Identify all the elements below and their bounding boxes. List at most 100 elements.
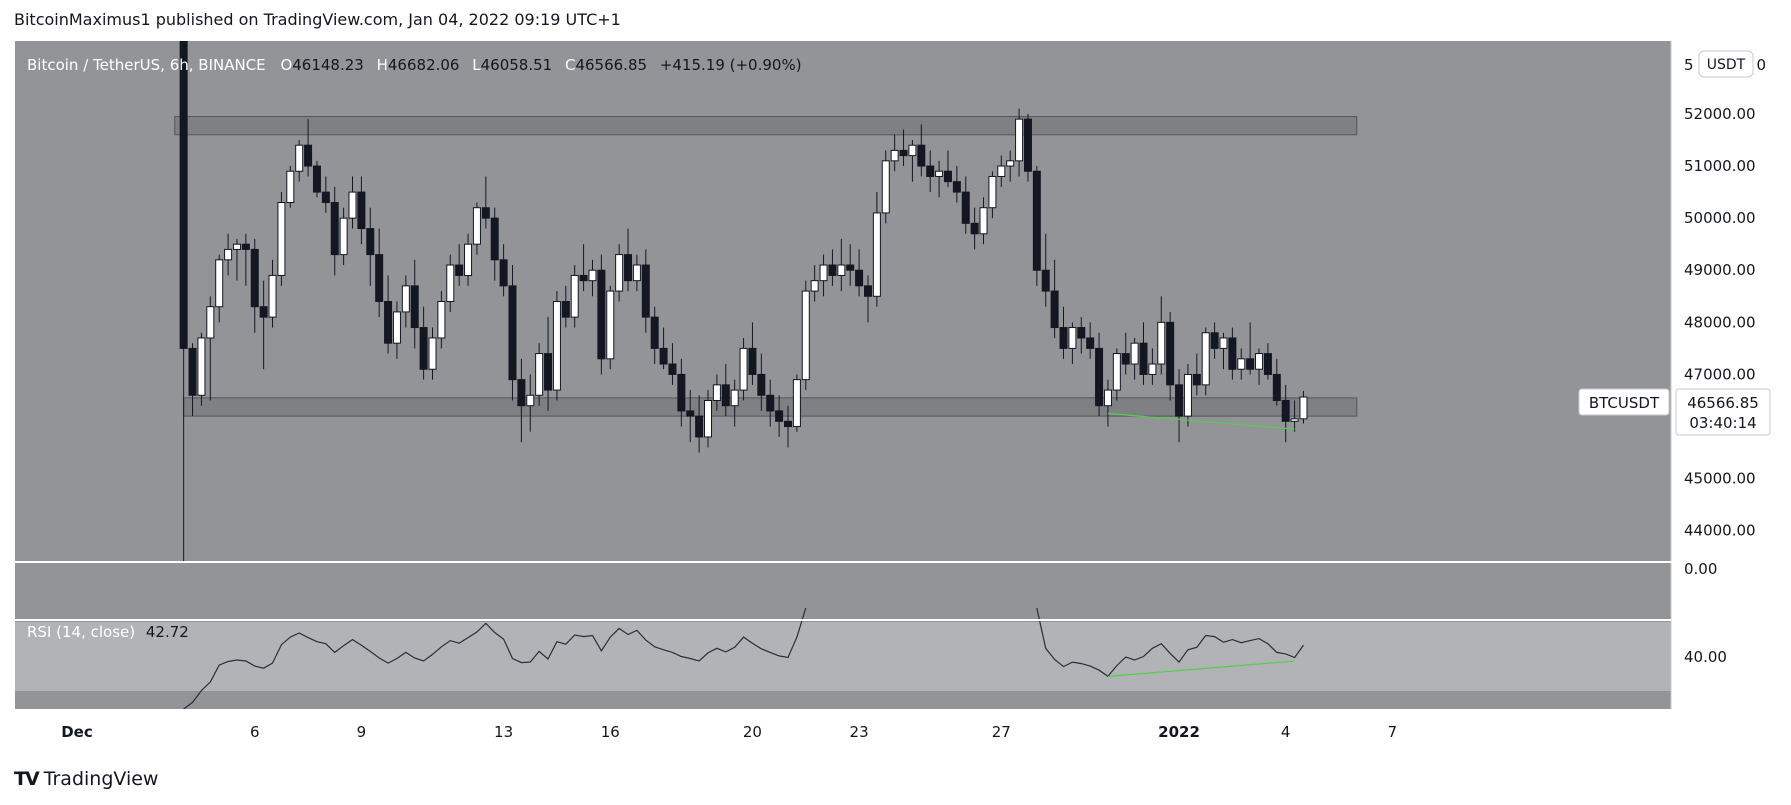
cut-price-label-end: 0 xyxy=(1756,56,1766,74)
candle-body xyxy=(241,243,250,250)
time-tick-label: 23 xyxy=(850,723,869,741)
candle-body xyxy=(997,165,1006,177)
time-axis[interactable] xyxy=(15,711,1776,751)
candle-body xyxy=(1095,347,1104,407)
candle-body xyxy=(410,285,419,329)
candle-body xyxy=(748,347,757,375)
time-tick-label: 2022 xyxy=(1158,723,1200,741)
candle-body xyxy=(1148,363,1157,375)
candle-body xyxy=(712,384,721,401)
candle-body xyxy=(988,175,997,209)
time-axis-labels: Dec 6 9 13 16 20 23 27 2022 4 7 xyxy=(61,723,1397,741)
candle-body xyxy=(846,264,855,271)
price-tick-label: 49000.00 xyxy=(1684,261,1756,279)
candle-body xyxy=(721,384,730,407)
legend-low: 46058.51 xyxy=(481,56,553,74)
time-tick-label: 4 xyxy=(1281,723,1291,741)
candle-body xyxy=(1290,418,1299,422)
price-tick-label: 52000.00 xyxy=(1684,105,1756,123)
candle-body xyxy=(1041,269,1050,292)
main-plot xyxy=(174,41,1358,562)
candle-body xyxy=(1006,160,1015,167)
candle-body xyxy=(1299,396,1308,420)
tradingview-logo[interactable]: TV TradingView xyxy=(14,768,158,790)
candle-body xyxy=(668,363,677,375)
ohlc-legend: Bitcoin / TetherUS, 6h, BINANCE O46148.2… xyxy=(27,56,802,74)
candle-body xyxy=(526,394,535,407)
tradingview-logo-text: TradingView xyxy=(43,768,159,790)
candle-body xyxy=(1281,399,1290,422)
candle-body xyxy=(384,301,393,344)
currency-badge-label: USDT xyxy=(1707,57,1746,73)
candle-body xyxy=(232,243,241,250)
candle-body xyxy=(357,191,366,230)
candle-body xyxy=(632,264,641,282)
candle-body xyxy=(561,301,570,318)
candle-body xyxy=(579,274,588,282)
publish-attribution: BitcoinMaximus1 published on TradingView… xyxy=(14,10,621,29)
candle-body xyxy=(1192,373,1201,386)
candle-body xyxy=(650,316,659,349)
candle-body xyxy=(917,144,926,167)
price-tick-label: 47000.00 xyxy=(1684,365,1756,383)
last-price-tag[interactable] xyxy=(1675,388,1771,436)
candle-body xyxy=(1166,321,1175,386)
candle-body xyxy=(739,347,748,391)
candle-body xyxy=(819,264,828,282)
last-price-ticker-tag[interactable] xyxy=(1578,388,1670,416)
price-tick-label: 48000.00 xyxy=(1684,313,1756,331)
candle-body xyxy=(552,301,561,391)
currency-badge[interactable] xyxy=(1698,50,1754,78)
candle-body xyxy=(641,264,650,318)
candle-body xyxy=(606,290,615,360)
candle-body xyxy=(188,347,197,396)
candle-body xyxy=(1059,327,1068,349)
candle-body xyxy=(330,202,339,256)
legend-h-label: H xyxy=(377,56,388,74)
candle-body xyxy=(437,301,446,339)
candle-body xyxy=(224,248,233,261)
candle-body xyxy=(401,285,410,313)
legend-l-label: L xyxy=(472,56,481,74)
candle-body xyxy=(499,259,508,287)
candle-body xyxy=(1183,373,1192,417)
time-tick-label: 16 xyxy=(601,723,620,741)
time-tick-label: 20 xyxy=(743,723,762,741)
candle-body xyxy=(979,207,988,235)
candle-body xyxy=(872,212,881,297)
candle-body xyxy=(943,170,952,183)
legend-open: 46148.23 xyxy=(292,56,364,74)
price-tick-label: 50000.00 xyxy=(1684,209,1756,227)
candle-body xyxy=(855,269,864,287)
candle-body xyxy=(1210,332,1219,349)
candle-body xyxy=(1077,327,1086,339)
zone-0 xyxy=(174,116,1358,136)
candle-body xyxy=(837,264,846,276)
price-tick-label: 45000.00 xyxy=(1684,470,1756,488)
candle-body xyxy=(730,389,739,407)
candle-body xyxy=(428,337,437,370)
legend-change: +415.19 (+0.90%) xyxy=(660,56,802,74)
candle-body xyxy=(1139,342,1148,375)
cut-price-label: 5 xyxy=(1684,56,1694,74)
candle-body xyxy=(615,254,624,292)
rsi-value: 42.72 xyxy=(146,623,189,641)
price-scale[interactable] xyxy=(1671,41,1776,710)
candle-body xyxy=(472,207,481,245)
time-tick-label: 27 xyxy=(992,723,1011,741)
bar-countdown: 03:40:14 xyxy=(1689,414,1756,432)
price-divergence-line xyxy=(1107,412,1295,430)
rsi-legend: RSI (14, close) 42.72 xyxy=(27,623,189,641)
candle-body xyxy=(304,144,313,167)
legend-high: 46682.06 xyxy=(388,56,460,74)
candle-body xyxy=(686,410,695,417)
candle-body xyxy=(517,379,526,407)
time-tick-label: Dec xyxy=(61,723,93,741)
candle-body xyxy=(1112,353,1121,391)
candle-body xyxy=(1175,384,1184,417)
candle-body xyxy=(1246,358,1255,370)
candle-body xyxy=(792,379,801,428)
candle-body xyxy=(1157,321,1166,365)
candle-body xyxy=(1103,389,1112,407)
